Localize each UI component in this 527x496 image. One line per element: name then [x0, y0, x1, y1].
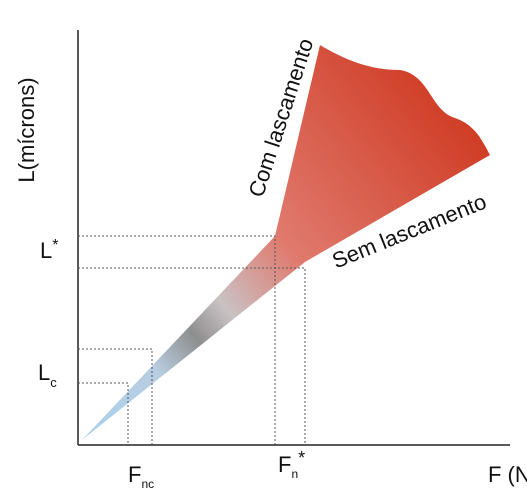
diagram: L(mícrons) F (N) L* Lc Fnc Fn* Com lasca…: [0, 0, 527, 496]
x-mark-label: Fn*: [278, 448, 305, 481]
y-mark-label: L*: [40, 237, 58, 263]
x-mark-label: Fnc: [128, 462, 154, 491]
page: L(mícrons) F (N) L* Lc Fnc Fn* Com lasca…: [0, 0, 527, 496]
y-mark-label: Lc: [38, 360, 57, 390]
x-axis-label: F (N): [488, 462, 527, 487]
y-axis-label: L(mícrons): [14, 77, 39, 182]
